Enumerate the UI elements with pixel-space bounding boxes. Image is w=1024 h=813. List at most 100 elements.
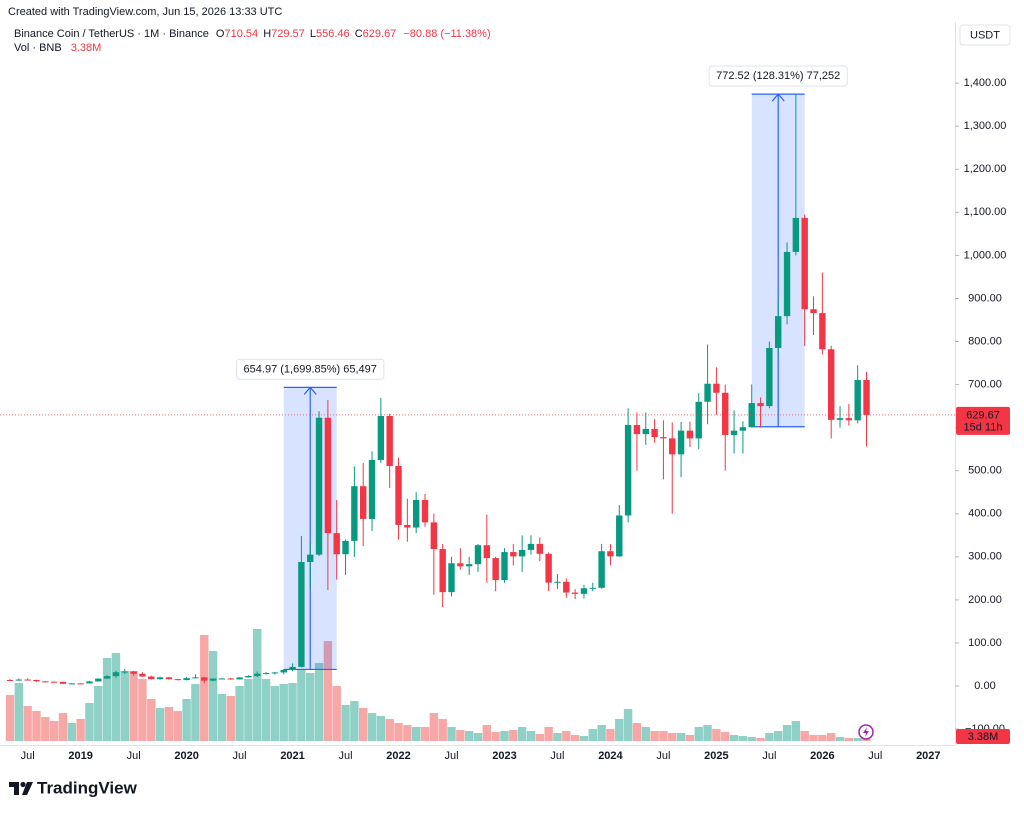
candle-body — [766, 347, 773, 407]
volume-bar — [809, 735, 818, 741]
candle-body — [845, 418, 853, 421]
candle-body — [801, 217, 808, 310]
volume-bar — [562, 731, 571, 741]
volume-bar — [579, 736, 589, 741]
logo-mark — [20, 781, 26, 788]
candle-body — [660, 437, 667, 439]
volume-bar — [279, 684, 288, 741]
candle-body — [465, 564, 473, 567]
ohlc-label: H — [263, 28, 271, 40]
volume-bar — [58, 713, 68, 741]
volume-bar — [111, 653, 121, 741]
candle-body — [42, 681, 49, 683]
x-tick-label: 2019 — [68, 750, 92, 762]
volume-bar — [756, 738, 765, 741]
candle-body — [324, 417, 332, 534]
candle-body — [748, 403, 755, 428]
volume-bar — [456, 730, 465, 741]
volume-bar — [747, 737, 756, 741]
candle-body — [245, 675, 252, 678]
volume-bar — [94, 686, 103, 741]
volume-bar — [826, 733, 836, 741]
x-tick-label: 2025 — [704, 750, 728, 762]
volume-bar — [597, 725, 606, 741]
y-tick-label: 100.00 — [968, 637, 1002, 649]
x-tick-label: Jul — [868, 750, 882, 762]
y-tick-label: 400.00 — [968, 508, 1002, 520]
volume-title: Vol · BNB — [14, 42, 62, 54]
candle-body — [571, 592, 579, 594]
candle-body — [307, 554, 314, 562]
last-volume: 3.38M — [968, 731, 999, 743]
x-tick-label: Jul — [550, 750, 564, 762]
volume-bar — [676, 733, 686, 741]
ohlc-value: 556.46 — [316, 28, 350, 40]
candle-body — [50, 681, 58, 683]
candle-body — [633, 425, 641, 435]
volume-bar — [85, 703, 94, 741]
y-tick-label: 1,200.00 — [964, 163, 1007, 175]
candle-body — [174, 679, 181, 681]
x-tick-label: 2022 — [386, 750, 410, 762]
candle-body — [6, 679, 14, 681]
created-note: Created with TradingView.com, Jun 15, 20… — [8, 6, 282, 18]
volume-bar — [200, 635, 209, 741]
volume-bar — [411, 727, 421, 741]
volume-bar — [226, 696, 235, 741]
volume-bar — [482, 725, 492, 741]
measure-label-box — [708, 65, 848, 87]
ohlc-label: O — [216, 28, 225, 40]
volume-bar — [155, 708, 165, 741]
candle-body — [492, 558, 499, 581]
volume-bar — [765, 733, 774, 741]
y-tick-label: 1,000.00 — [964, 249, 1007, 261]
candle-body — [33, 679, 40, 682]
volume-bar — [632, 723, 642, 741]
volume-bar — [703, 725, 712, 741]
volume-bar — [235, 686, 244, 741]
x-tick-label: Jul — [762, 750, 776, 762]
volume-value: 3.38M — [71, 42, 102, 54]
candle-body — [103, 676, 111, 679]
candle-body — [404, 524, 411, 528]
volume-bar — [721, 732, 730, 741]
volume-bar — [244, 679, 253, 741]
volume-bar — [694, 727, 703, 741]
candle-body — [430, 522, 438, 550]
volume-bar — [41, 717, 50, 741]
y-tick-label: 300.00 — [968, 551, 1002, 563]
candle-body — [201, 677, 208, 681]
volume-bar — [394, 723, 403, 741]
volume-bar — [182, 699, 191, 741]
x-tick-label: Jul — [444, 750, 458, 762]
volume-bar — [774, 731, 783, 741]
candle-body — [642, 428, 649, 435]
currency-box[interactable] — [959, 24, 1011, 46]
volume-layer — [5, 629, 871, 741]
volume-bar — [376, 716, 386, 741]
currency[interactable]: USDT — [970, 29, 1000, 41]
y-tick-label: 500.00 — [968, 465, 1002, 477]
candle-layer — [6, 93, 870, 685]
candle-body — [836, 418, 844, 420]
volume-bar — [588, 729, 597, 741]
volume-bar — [606, 729, 615, 741]
candle-body — [607, 551, 614, 557]
volume-bar — [67, 723, 77, 741]
volume-bar — [270, 686, 280, 741]
volume-bar — [164, 707, 174, 741]
ohlc-value: 710.54 — [224, 28, 258, 40]
volume-bar — [650, 731, 659, 741]
volume-bar — [544, 727, 553, 741]
candle-body — [351, 486, 358, 541]
candle-body — [695, 401, 702, 439]
countdown: 15d 11h — [964, 421, 1003, 433]
candle-body — [368, 459, 376, 519]
volume-bar — [138, 679, 147, 741]
candle-body — [24, 679, 31, 681]
measure-arrowhead — [303, 386, 317, 395]
volume-bar — [129, 671, 138, 741]
ohlc-label: C — [355, 28, 363, 40]
volume-bar — [712, 729, 721, 741]
